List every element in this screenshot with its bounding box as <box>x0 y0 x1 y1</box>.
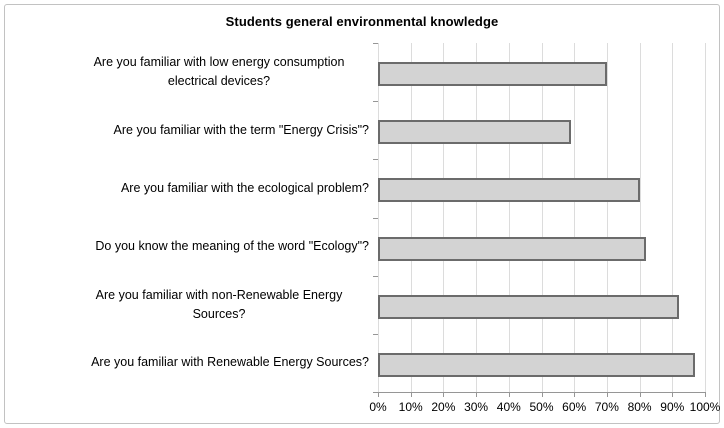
category-label-text: Do you know the meaning of the word "Eco… <box>95 239 369 254</box>
x-axis-tick-label: 50% <box>529 400 554 414</box>
category-axis-tick <box>373 217 378 219</box>
x-axis-tick <box>410 393 412 397</box>
x-axis-tick <box>672 393 674 397</box>
x-axis-tick-label: 80% <box>627 400 652 414</box>
bar <box>378 352 696 377</box>
x-axis-tick <box>606 393 608 397</box>
category-label: Are you familiar with Renewable Energy S… <box>10 334 369 392</box>
category-label: Are you familiar with the ecological pro… <box>10 159 369 217</box>
gridline <box>410 43 412 392</box>
category-label-text: Are you familiar with the term "Energy C… <box>113 122 369 137</box>
bar <box>378 120 571 145</box>
x-axis-tick-label: 100% <box>689 400 721 414</box>
x-axis-tick-label: 30% <box>464 400 489 414</box>
gridline <box>705 43 706 392</box>
x-axis-tick-label: 70% <box>594 400 619 414</box>
x-axis-tick-label: 20% <box>431 400 456 414</box>
gridline <box>476 43 478 392</box>
x-axis-tick-label: 10% <box>398 400 423 414</box>
x-axis-tick <box>541 393 543 397</box>
category-axis-tick <box>373 275 378 277</box>
bar <box>378 62 607 87</box>
gridline <box>443 43 445 392</box>
gridline <box>541 43 543 392</box>
bar <box>378 294 679 319</box>
x-axis-tick <box>508 393 510 397</box>
x-axis-tick <box>378 393 379 397</box>
gridline <box>508 43 510 392</box>
category-label: Are you familiar with the term "Energy C… <box>10 101 369 159</box>
gridline <box>378 43 379 392</box>
x-axis-tick-label: 0% <box>369 400 387 414</box>
x-axis-tick <box>574 393 576 397</box>
category-label-text: Are you familiar with non-Renewable Ener… <box>95 287 343 321</box>
x-axis-tick-label: 90% <box>660 400 685 414</box>
category-label: Are you familiar with non-Renewable Ener… <box>10 276 369 334</box>
gridline <box>639 43 641 392</box>
x-axis-tick <box>705 393 706 397</box>
chart-title: Students general environmental knowledge <box>225 14 499 29</box>
bar <box>378 178 640 203</box>
category-label: Do you know the meaning of the word "Eco… <box>10 218 369 276</box>
bar <box>378 236 647 261</box>
x-axis-line <box>377 392 706 393</box>
x-axis-tick-label: 40% <box>496 400 521 414</box>
x-axis-tick-label: 60% <box>562 400 587 414</box>
category-label-text: Are you familiar with Renewable Energy S… <box>91 355 369 370</box>
category-label-text: Are you familiar with low energy consump… <box>93 55 345 89</box>
category-axis-tick <box>373 101 378 103</box>
x-axis-tick <box>639 393 641 397</box>
category-axis-tick <box>373 159 378 161</box>
category-axis-tick <box>373 333 378 335</box>
x-axis-tick <box>443 393 445 397</box>
category-label-text: Are you familiar with the ecological pro… <box>120 180 369 195</box>
category-label: Are you familiar with low energy consump… <box>10 43 369 101</box>
gridline <box>672 43 674 392</box>
gridline <box>606 43 608 392</box>
category-axis-tick <box>373 43 378 44</box>
x-axis-tick <box>476 393 478 397</box>
category-axis-tick <box>373 392 378 393</box>
gridline <box>574 43 576 392</box>
